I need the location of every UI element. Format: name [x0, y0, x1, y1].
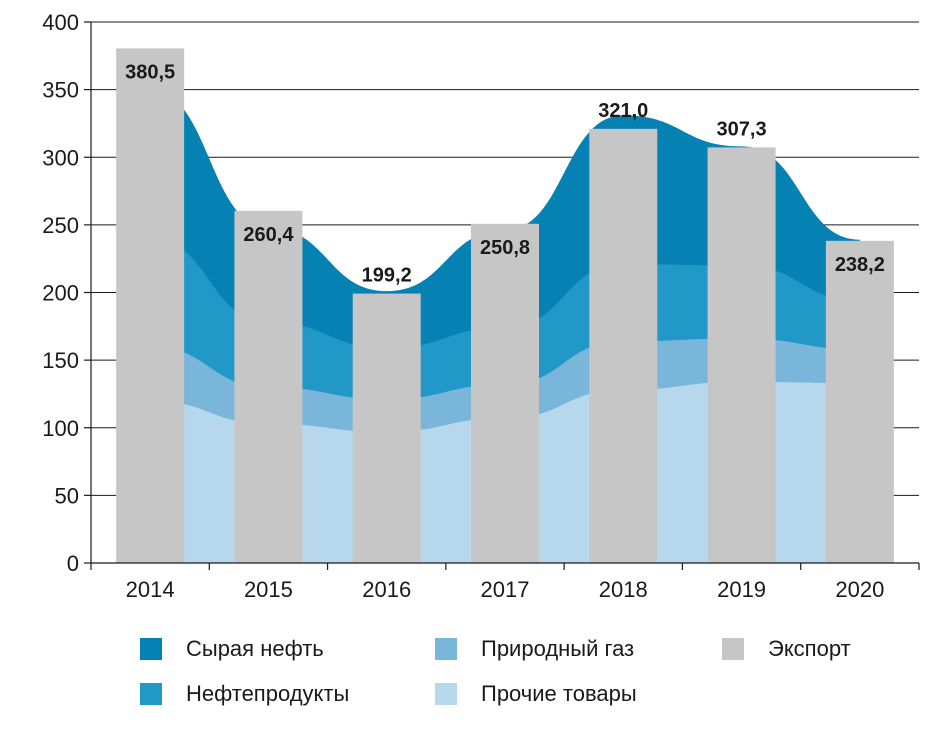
y-tick-label: 300	[42, 145, 79, 170]
y-tick-label: 0	[67, 551, 79, 576]
x-tick-label: 2019	[717, 577, 766, 602]
legend-item-oil-products: Нефтепродукты	[140, 680, 349, 708]
x-tick-label: 2016	[362, 577, 411, 602]
legend-label: Прочие товары	[481, 681, 637, 706]
bar	[471, 223, 539, 563]
data-label: 307,3	[717, 118, 767, 140]
y-tick-label: 200	[42, 281, 79, 306]
data-label: 199,2	[362, 265, 412, 287]
legend: Сырая нефть Природный газ Экспорт Нефтеп…	[140, 630, 900, 720]
bar	[116, 48, 185, 563]
bar	[825, 240, 894, 563]
legend-swatch	[435, 683, 457, 705]
y-tick-label: 350	[42, 78, 79, 103]
x-tick-label: 2020	[835, 577, 884, 602]
y-tick-label: 400	[42, 10, 79, 35]
data-labels: 380,5 260,4 199,2 250,8 321,0 307,3 238,2	[125, 61, 885, 286]
bars	[116, 48, 894, 563]
x-tick-label: 2018	[599, 577, 648, 602]
y-tick-label: 50	[55, 483, 79, 508]
data-label: 250,8	[480, 237, 530, 259]
y-tick-label: 100	[42, 416, 79, 441]
legend-item-crude-oil: Сырая нефть	[140, 635, 324, 663]
legend-swatch	[140, 638, 162, 660]
x-tick-label: 2017	[481, 577, 530, 602]
legend-swatch	[722, 638, 744, 660]
y-tick-label: 150	[42, 348, 79, 373]
data-label: 321,0	[598, 100, 648, 122]
x-tick-label: 2014	[126, 577, 175, 602]
legend-item-other-goods: Прочие товары	[435, 680, 637, 708]
x-tick-label: 2015	[244, 577, 293, 602]
legend-label: Природный газ	[481, 636, 635, 661]
bar	[234, 210, 303, 563]
data-label: 380,5	[125, 61, 175, 83]
axes: 0 50 100 150 200 250 300 350 400 2014 2015 2016 2017…	[42, 10, 920, 602]
bar	[589, 128, 658, 563]
bar	[352, 293, 421, 563]
legend-label: Сырая нефть	[186, 636, 324, 661]
legend-swatch	[140, 683, 162, 705]
data-label: 260,4	[243, 224, 294, 246]
legend-label: Экспорт	[768, 636, 851, 661]
data-label: 238,2	[835, 254, 885, 276]
bar	[707, 147, 776, 563]
legend-item-natural-gas: Природный газ	[435, 635, 634, 663]
legend-item-export: Экспорт	[722, 635, 851, 663]
legend-swatch	[435, 638, 457, 660]
legend-label: Нефтепродукты	[186, 681, 350, 706]
y-tick-label: 250	[42, 213, 79, 238]
chart: 0 50 100 150 200 250 300 350 400 2014 2015 2016 2017…	[42, 10, 920, 602]
